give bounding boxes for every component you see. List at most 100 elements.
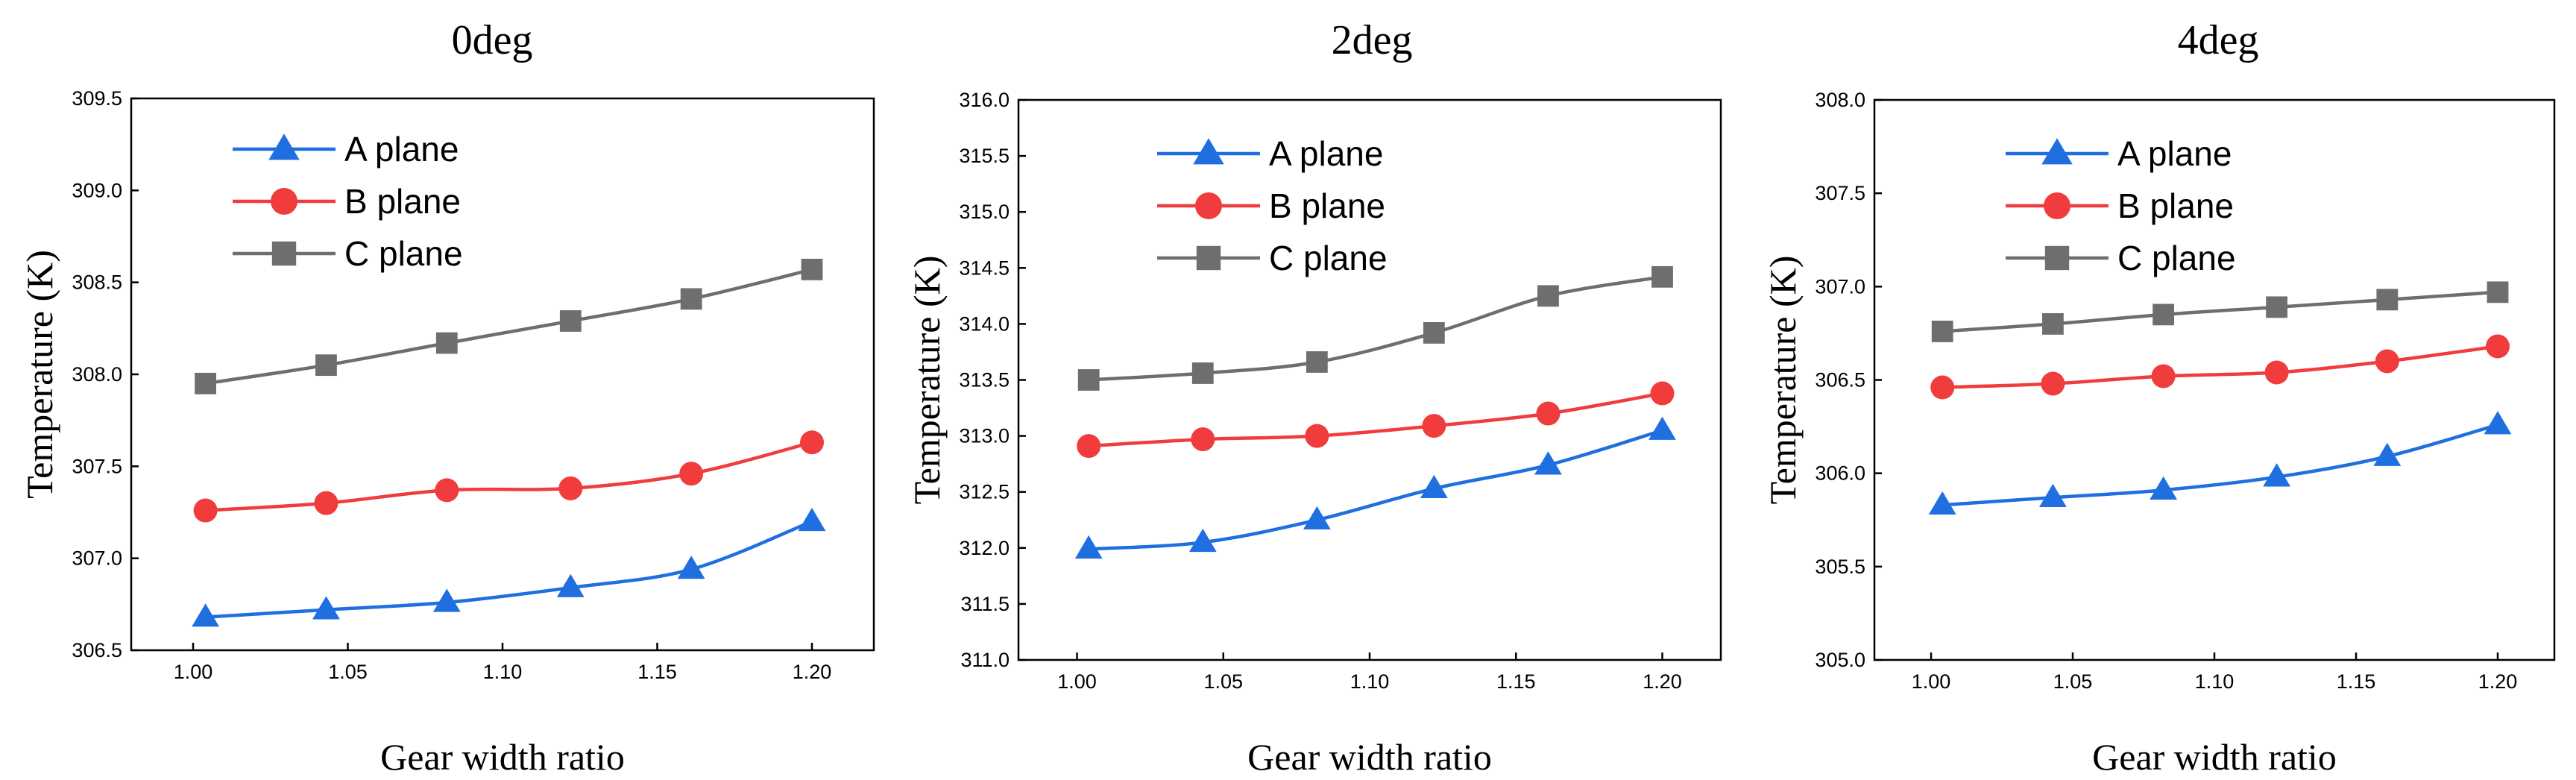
data-point (1077, 434, 1101, 459)
series-line (1942, 345, 2498, 389)
chart-panel-3: 4deg 305.0 305.5 306.0 306.5 307.0 307.5 308.0 1… (1762, 17, 2556, 778)
data-point (1188, 528, 1217, 553)
data-point (1420, 474, 1448, 498)
data-point (1536, 401, 1561, 426)
data-point (1191, 362, 1214, 384)
y-tick-label: 308.5 (72, 271, 122, 294)
data-point (315, 354, 337, 377)
y-tick-label: 306.0 (1815, 462, 1865, 485)
data-point (2376, 289, 2399, 311)
data-point (1191, 427, 1215, 452)
x-axis-label: Gear width ratio (380, 736, 625, 778)
plot-frame (1017, 98, 1722, 661)
plot-frame (130, 97, 875, 652)
data-point (2375, 349, 2399, 374)
y-tick-label: 313.5 (959, 369, 1010, 391)
y-tick-label: 313.0 (959, 425, 1010, 447)
legend-entry: B plane (1157, 186, 1385, 225)
data-point (2484, 411, 2512, 435)
legend-label: A plane (344, 130, 459, 169)
y-tick-label: 309.5 (72, 87, 122, 110)
chart-panel-1: 0deg 306.5 307.0 307.5 308.0 308.5 309.0 309.5 1… (19, 17, 875, 778)
legend-label: C plane (2117, 239, 2236, 277)
data-point (1648, 416, 1676, 440)
legend-marker (2044, 192, 2070, 219)
data-point (192, 603, 219, 627)
data-point (1303, 506, 1331, 530)
legend-label: C plane (344, 234, 463, 273)
data-point (1650, 381, 1675, 406)
series-c-plane (1931, 281, 2509, 342)
y-tick-label: 308.0 (72, 363, 122, 386)
series-line (205, 441, 813, 512)
legend-marker (2041, 138, 2073, 165)
data-point (2373, 442, 2402, 466)
data-point (1077, 369, 1100, 391)
data-point (432, 588, 461, 612)
chart-title: 2deg (1332, 17, 1413, 63)
x-tick-label: 1.10 (483, 661, 523, 683)
y-tick-label: 314.0 (959, 312, 1010, 335)
x-tick-label: 1.15 (637, 661, 677, 683)
y-tick-label: 312.0 (959, 537, 1010, 559)
data-point (1306, 351, 1328, 373)
x-tick-label: 1.05 (1203, 670, 1243, 693)
plot-frame (1873, 98, 2556, 661)
x-tick-label: 1.20 (793, 661, 832, 683)
series-line (1942, 290, 2498, 333)
y-tick-label: 311.0 (960, 649, 1010, 671)
y-axis-label: Temperature (K) (19, 250, 60, 499)
legend-entry: A plane (1157, 134, 1383, 173)
data-point (680, 288, 702, 310)
data-point (2042, 313, 2064, 335)
x-tick-label: 1.10 (1350, 670, 1390, 693)
x-tick-label: 1.15 (1496, 670, 1536, 693)
y-tick-label: 307.5 (72, 455, 122, 477)
x-axis-label: Gear width ratio (1247, 736, 1492, 778)
data-point (677, 556, 705, 579)
data-point (2041, 371, 2065, 396)
data-point (1422, 414, 1446, 438)
legend-marker (1195, 192, 1222, 219)
chart-title: 0deg (452, 17, 533, 63)
legend-label: B plane (1269, 186, 1385, 225)
series-c-plane (1077, 265, 1673, 391)
y-axis-label: Temperature (K) (906, 256, 948, 505)
y-tick-label: 314.5 (959, 257, 1010, 279)
data-point (193, 498, 218, 523)
series-b-plane (1077, 381, 1675, 459)
x-tick-label: 1.00 (1057, 670, 1097, 693)
series-line (205, 268, 813, 386)
legend-label: B plane (344, 182, 461, 221)
legend-marker (2044, 245, 2070, 271)
data-point (798, 507, 826, 532)
x-tick-label: 1.20 (1643, 670, 1682, 693)
legend-entry: A plane (2006, 134, 2232, 173)
legend-marker (268, 133, 300, 160)
data-point (2263, 463, 2290, 487)
data-point (801, 259, 823, 280)
legend-entry: B plane (233, 182, 461, 221)
series-line (205, 520, 813, 619)
series-line (1089, 391, 1663, 448)
legend-label: A plane (2117, 134, 2232, 173)
data-point (2150, 476, 2177, 500)
data-point (558, 476, 583, 500)
legend-entry: C plane (1157, 239, 1388, 277)
data-point (195, 372, 216, 394)
data-point (2153, 303, 2174, 326)
x-tick-label: 1.05 (328, 661, 368, 683)
x-tick-label: 1.00 (174, 661, 213, 683)
y-tick-label: 307.5 (1815, 182, 1865, 204)
legend-marker (1196, 245, 1221, 271)
chart-title: 4deg (2178, 17, 2259, 63)
legend-marker (1193, 138, 1224, 165)
series-a-plane (192, 507, 826, 627)
x-tick-label: 1.05 (2053, 670, 2093, 693)
series-line (1089, 428, 1663, 551)
series-a-plane (1074, 416, 1676, 559)
data-point (1534, 451, 1562, 475)
y-tick-label: 307.0 (72, 547, 122, 570)
data-point (1930, 375, 1955, 400)
y-tick-label: 311.5 (960, 593, 1010, 615)
